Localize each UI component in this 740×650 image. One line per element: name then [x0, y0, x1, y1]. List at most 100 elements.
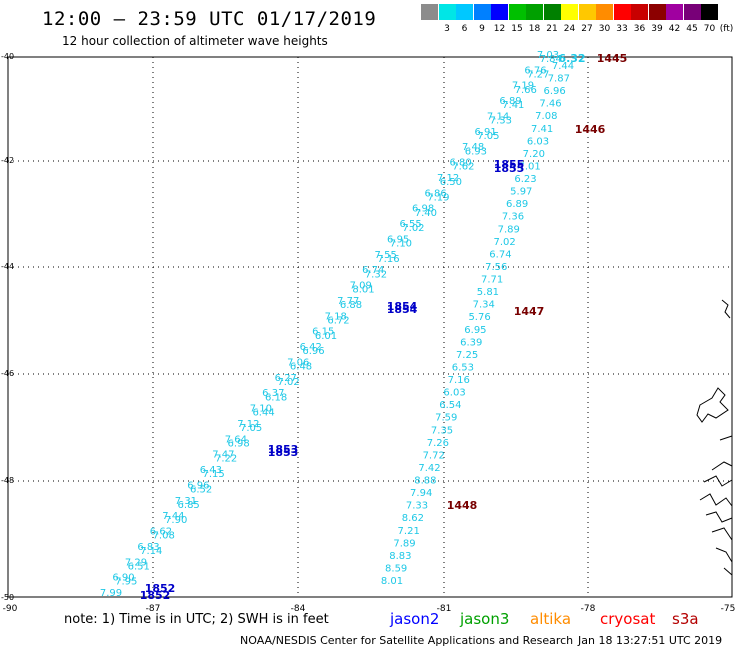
- wave-height-label: 6.96: [302, 346, 324, 357]
- wave-height-label: 7.25: [456, 350, 478, 361]
- wave-height-label: 6.50: [440, 177, 462, 188]
- wave-height-label: 6.86: [424, 188, 446, 199]
- wave-height-label: 7.46: [539, 99, 561, 110]
- wave-height-label: 7.71: [481, 275, 503, 286]
- wave-height-label: 7.90: [165, 515, 187, 526]
- wave-height-label: 7.89: [393, 538, 415, 549]
- scale-swatch: [683, 4, 701, 20]
- scale-swatch: [473, 4, 491, 20]
- scale-label: 18: [528, 24, 541, 34]
- wave-height-label: 7.05: [240, 423, 262, 434]
- wave-height-label: 7.12: [437, 173, 459, 184]
- wave-height-label: 7.14: [140, 546, 162, 557]
- wave-height-label: 7.42: [418, 463, 440, 474]
- scale-swatch: [561, 4, 578, 20]
- time-label: 6.32: [558, 52, 585, 65]
- wave-height-label: 7.31: [175, 496, 197, 507]
- wave-height-label: 7.08: [535, 111, 557, 122]
- time-label: 1855: [494, 162, 525, 175]
- wave-height-label: 6.53: [452, 362, 474, 373]
- lon-tick-label: -84: [291, 604, 306, 614]
- wave-height-label: 6.23: [514, 174, 536, 185]
- wave-height-label: 7.26: [427, 438, 449, 449]
- wave-height-label: 6.83: [137, 542, 159, 553]
- wave-height-label: 7.95: [115, 577, 137, 588]
- wave-height-label: 7.01: [519, 161, 541, 172]
- wave-height-label: 5.81: [477, 287, 499, 298]
- wave-height-label: 8.01: [381, 576, 403, 587]
- wave-height-label: 7.47: [212, 450, 234, 461]
- wave-height-label: 6.54: [439, 400, 461, 411]
- scale-unit: (ft): [719, 24, 734, 34]
- scale-label: 24: [563, 24, 576, 34]
- wave-height-label: 7.09: [350, 281, 372, 292]
- lat-tick-label: -46: [1, 369, 14, 378]
- wave-height-label: 7.56: [485, 262, 507, 273]
- wave-height-label: 6.55: [400, 219, 422, 230]
- wave-height-label: 7.33: [490, 116, 512, 127]
- wave-height-label: 7.16: [377, 254, 399, 265]
- wave-height-label: 6.43: [200, 465, 222, 476]
- scale-swatch: [613, 4, 631, 20]
- wave-height-label: 7.55: [375, 250, 397, 261]
- lon-tick-label: -81: [437, 604, 452, 614]
- scale-label: 33: [616, 24, 628, 34]
- wave-height-label: 6.95: [464, 325, 486, 336]
- scale-swatch: [438, 4, 456, 20]
- mission-label: s3a: [672, 610, 699, 628]
- wave-height-label: 7.32: [365, 269, 387, 280]
- wave-height-label: 7.21: [398, 526, 420, 537]
- wave-height-label: 6.03: [443, 388, 465, 399]
- wave-height-label: 6.93: [465, 146, 487, 157]
- wave-height-label: 7.10: [390, 239, 412, 250]
- credit-line: NOAA/NESDIS Center for Satellite Applica…: [240, 634, 574, 647]
- wave-height-label: 7.40: [415, 208, 437, 219]
- wave-height-label: 7.05: [477, 131, 499, 142]
- wave-height-label: 7.41: [531, 124, 553, 135]
- lon-tick-label: -75: [721, 604, 736, 614]
- wave-height-label: 7.35: [431, 425, 453, 436]
- wave-height-label: 6.74: [489, 249, 511, 260]
- wave-height-label: 6.03: [527, 136, 549, 147]
- wave-height-label: 7.02: [402, 223, 424, 234]
- wave-height-label: 7.33: [406, 501, 428, 512]
- time-label: 1853: [268, 443, 299, 456]
- scale-label: 27: [581, 24, 593, 34]
- scale-swatch: [491, 4, 508, 20]
- mission-label: jason2: [390, 610, 440, 628]
- wave-height-label: 6.89: [499, 96, 521, 107]
- map-title: 12:00 – 23:59 UTC 01/17/2019: [42, 8, 377, 30]
- wave-height-label: 7.20: [523, 149, 545, 160]
- scale-label: 45: [686, 24, 698, 34]
- scale-label: 42: [668, 24, 681, 34]
- scale-swatch: [508, 4, 526, 20]
- lat-tick-label: -48: [1, 476, 14, 485]
- scale-swatch: [456, 4, 473, 20]
- wave-height-label: 6.95: [387, 234, 409, 245]
- wave-height-label: 7.87: [548, 74, 570, 85]
- lat-tick-label: -44: [1, 262, 14, 271]
- wave-height-label: 6.42: [300, 342, 322, 353]
- wave-height-label: 7.19: [512, 81, 534, 92]
- scale-label: 3: [444, 24, 450, 34]
- wave-height-label: 7.16: [448, 375, 470, 386]
- scale-swatch: [596, 4, 613, 20]
- wave-height-label: 7.77: [337, 296, 359, 307]
- wave-height-label: 7.89: [498, 224, 520, 235]
- wave-height-label: 6.88: [340, 300, 362, 311]
- scale-label: 9: [479, 24, 485, 34]
- wave-height-label: 7.99: [100, 588, 122, 599]
- lat-tick-label: -50: [1, 593, 14, 602]
- wave-height-label: 6.90: [112, 573, 134, 584]
- wave-height-label: 7.19: [427, 192, 449, 203]
- wave-height-label: 7.48: [462, 142, 484, 153]
- scale-label: 6: [461, 24, 468, 34]
- wave-height-label: 8.62: [402, 513, 424, 524]
- wave-height-label: 8.83: [389, 551, 411, 562]
- wave-height-label: 7.02: [277, 377, 299, 388]
- wave-height-label: 7.62: [452, 162, 474, 173]
- scale-swatch: [578, 4, 596, 20]
- wave-height-label: 6.91: [474, 127, 496, 138]
- time-label: 1446: [575, 123, 606, 136]
- scale-swatch: [526, 4, 543, 20]
